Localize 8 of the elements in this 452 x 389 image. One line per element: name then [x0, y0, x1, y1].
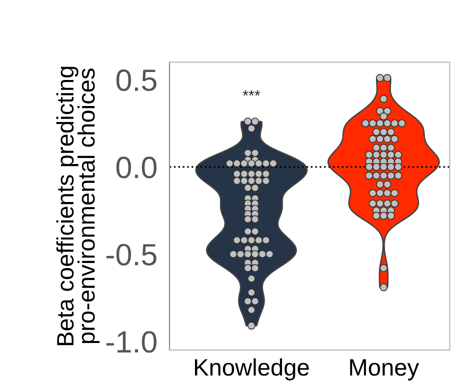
y-axis-title: Beta coefficients predicting pro-environmental choices — [56, 66, 100, 346]
y-tick-label: 0.0 — [116, 156, 157, 178]
y-tick-label: -1.0 — [106, 331, 157, 353]
x-tick-label: Money — [350, 359, 420, 380]
y-tick-label: 0.5 — [116, 69, 156, 92]
y-tick-label: -0.5 — [106, 244, 156, 266]
x-tick-label: Knowledge — [194, 358, 309, 380]
annotation: *** — [242, 90, 260, 96]
